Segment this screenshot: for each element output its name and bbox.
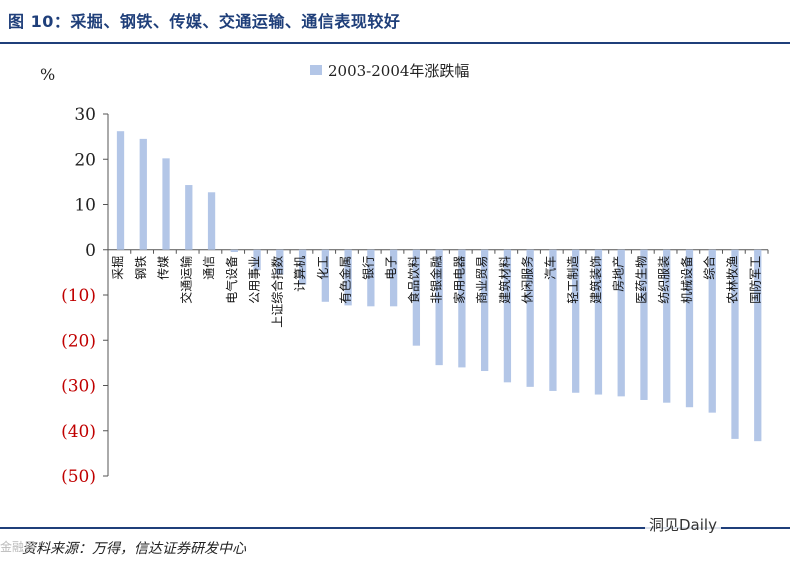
x-tick-label: 综合	[702, 256, 717, 280]
bar	[344, 249, 352, 306]
bar	[230, 249, 238, 253]
bar	[253, 249, 261, 271]
y-tick-label: 0	[85, 241, 96, 261]
x-tick-label: 食品饮料	[406, 256, 421, 304]
y-tick-label: (50)	[61, 467, 96, 487]
x-tick-label: 建筑装饰	[588, 256, 603, 304]
bar	[389, 249, 398, 307]
watermark-left: 金融界	[0, 540, 37, 554]
y-tick-label: (30)	[61, 377, 96, 397]
x-tick-label: 医药生物	[634, 256, 648, 304]
x-tick-label: 化工	[316, 256, 330, 280]
x-tick-label: 通信	[202, 256, 216, 280]
bar	[367, 249, 375, 307]
bar	[435, 249, 443, 366]
bars	[116, 131, 762, 442]
bar	[185, 185, 193, 250]
bar	[640, 249, 648, 400]
x-tick-label: 公用事业	[248, 256, 262, 304]
x-tick-label: 非银金融	[429, 256, 444, 304]
axes: 30 20 10 0 (10) (20) (30) (40) (50)	[61, 105, 769, 487]
x-tick-label: 国防军工	[747, 256, 762, 304]
bar	[731, 249, 739, 439]
bar	[412, 249, 421, 346]
page-title: 图 10：采掘、钢铁、传媒、交通运输、通信表现较好	[8, 12, 401, 31]
bar	[685, 249, 694, 408]
bar	[162, 158, 170, 250]
x-tick-label: 机械设备	[679, 256, 694, 304]
x-tick-label: 休闲服务	[520, 256, 535, 304]
x-tick-label: 家用电器	[451, 256, 466, 304]
x-tick-label: 传媒	[156, 256, 171, 280]
y-unit-label: %	[40, 65, 55, 84]
x-tick-labels: 采掘 钢铁 传媒 交通运输 通信 电气设备 公用事业 上证综合指数 计算机 化工 有色金属 银行 电子食…	[110, 256, 762, 328]
bar	[116, 131, 125, 250]
x-tick-label: 商业贸易	[474, 256, 489, 304]
bar	[503, 249, 512, 383]
legend-swatch	[310, 65, 322, 75]
y-tick-label: (40)	[61, 422, 96, 442]
x-tick-label: 轻工制造	[566, 256, 580, 304]
y-tick-label: (20)	[61, 331, 96, 351]
bar	[708, 249, 716, 413]
y-tick-label: (10)	[61, 286, 96, 306]
x-tick-label: 交通运输	[178, 256, 193, 304]
bar	[458, 249, 466, 368]
y-tick-label: 10	[74, 196, 96, 216]
x-tick-label: 电子	[384, 256, 398, 280]
x-tick-label: 汽车	[542, 256, 557, 280]
bar	[549, 249, 557, 391]
source-note: 资料来源：万得，信达证券研发中心	[22, 541, 246, 557]
y-tick-label: 30	[74, 105, 96, 125]
x-tick-label: 计算机	[292, 256, 307, 292]
bar	[572, 249, 580, 393]
x-tick-label: 钢铁	[134, 256, 148, 280]
bar	[617, 249, 625, 397]
bar	[663, 249, 671, 403]
x-tick-label: 农林牧渔	[726, 256, 740, 304]
legend: 2003-2004年涨跌幅	[310, 62, 469, 80]
x-tick-label: 电气设备	[224, 256, 239, 304]
x-tick-label: 有色金属	[338, 256, 353, 304]
y-tick-label: 20	[74, 150, 96, 170]
bar	[207, 192, 216, 250]
x-tick-label: 银行	[361, 256, 375, 280]
x-tick-label: 建筑材料	[497, 256, 512, 304]
watermark: 洞见Daily	[645, 514, 721, 535]
legend-label: 2003-2004年涨跌幅	[328, 62, 469, 80]
x-tick-label: 采掘	[110, 256, 125, 280]
x-tick-label: 房地产	[611, 256, 626, 292]
bar	[594, 249, 603, 395]
x-tick-label: 上证综合指数	[269, 256, 284, 328]
footer-divider	[0, 527, 790, 529]
bar	[139, 138, 147, 250]
x-tick-label: 纺织服装	[657, 256, 671, 304]
bar	[276, 249, 284, 275]
bar	[298, 249, 307, 285]
bar	[526, 249, 534, 387]
bar	[321, 249, 329, 302]
title-divider	[0, 42, 790, 44]
bar	[481, 249, 489, 372]
bar	[754, 249, 762, 442]
